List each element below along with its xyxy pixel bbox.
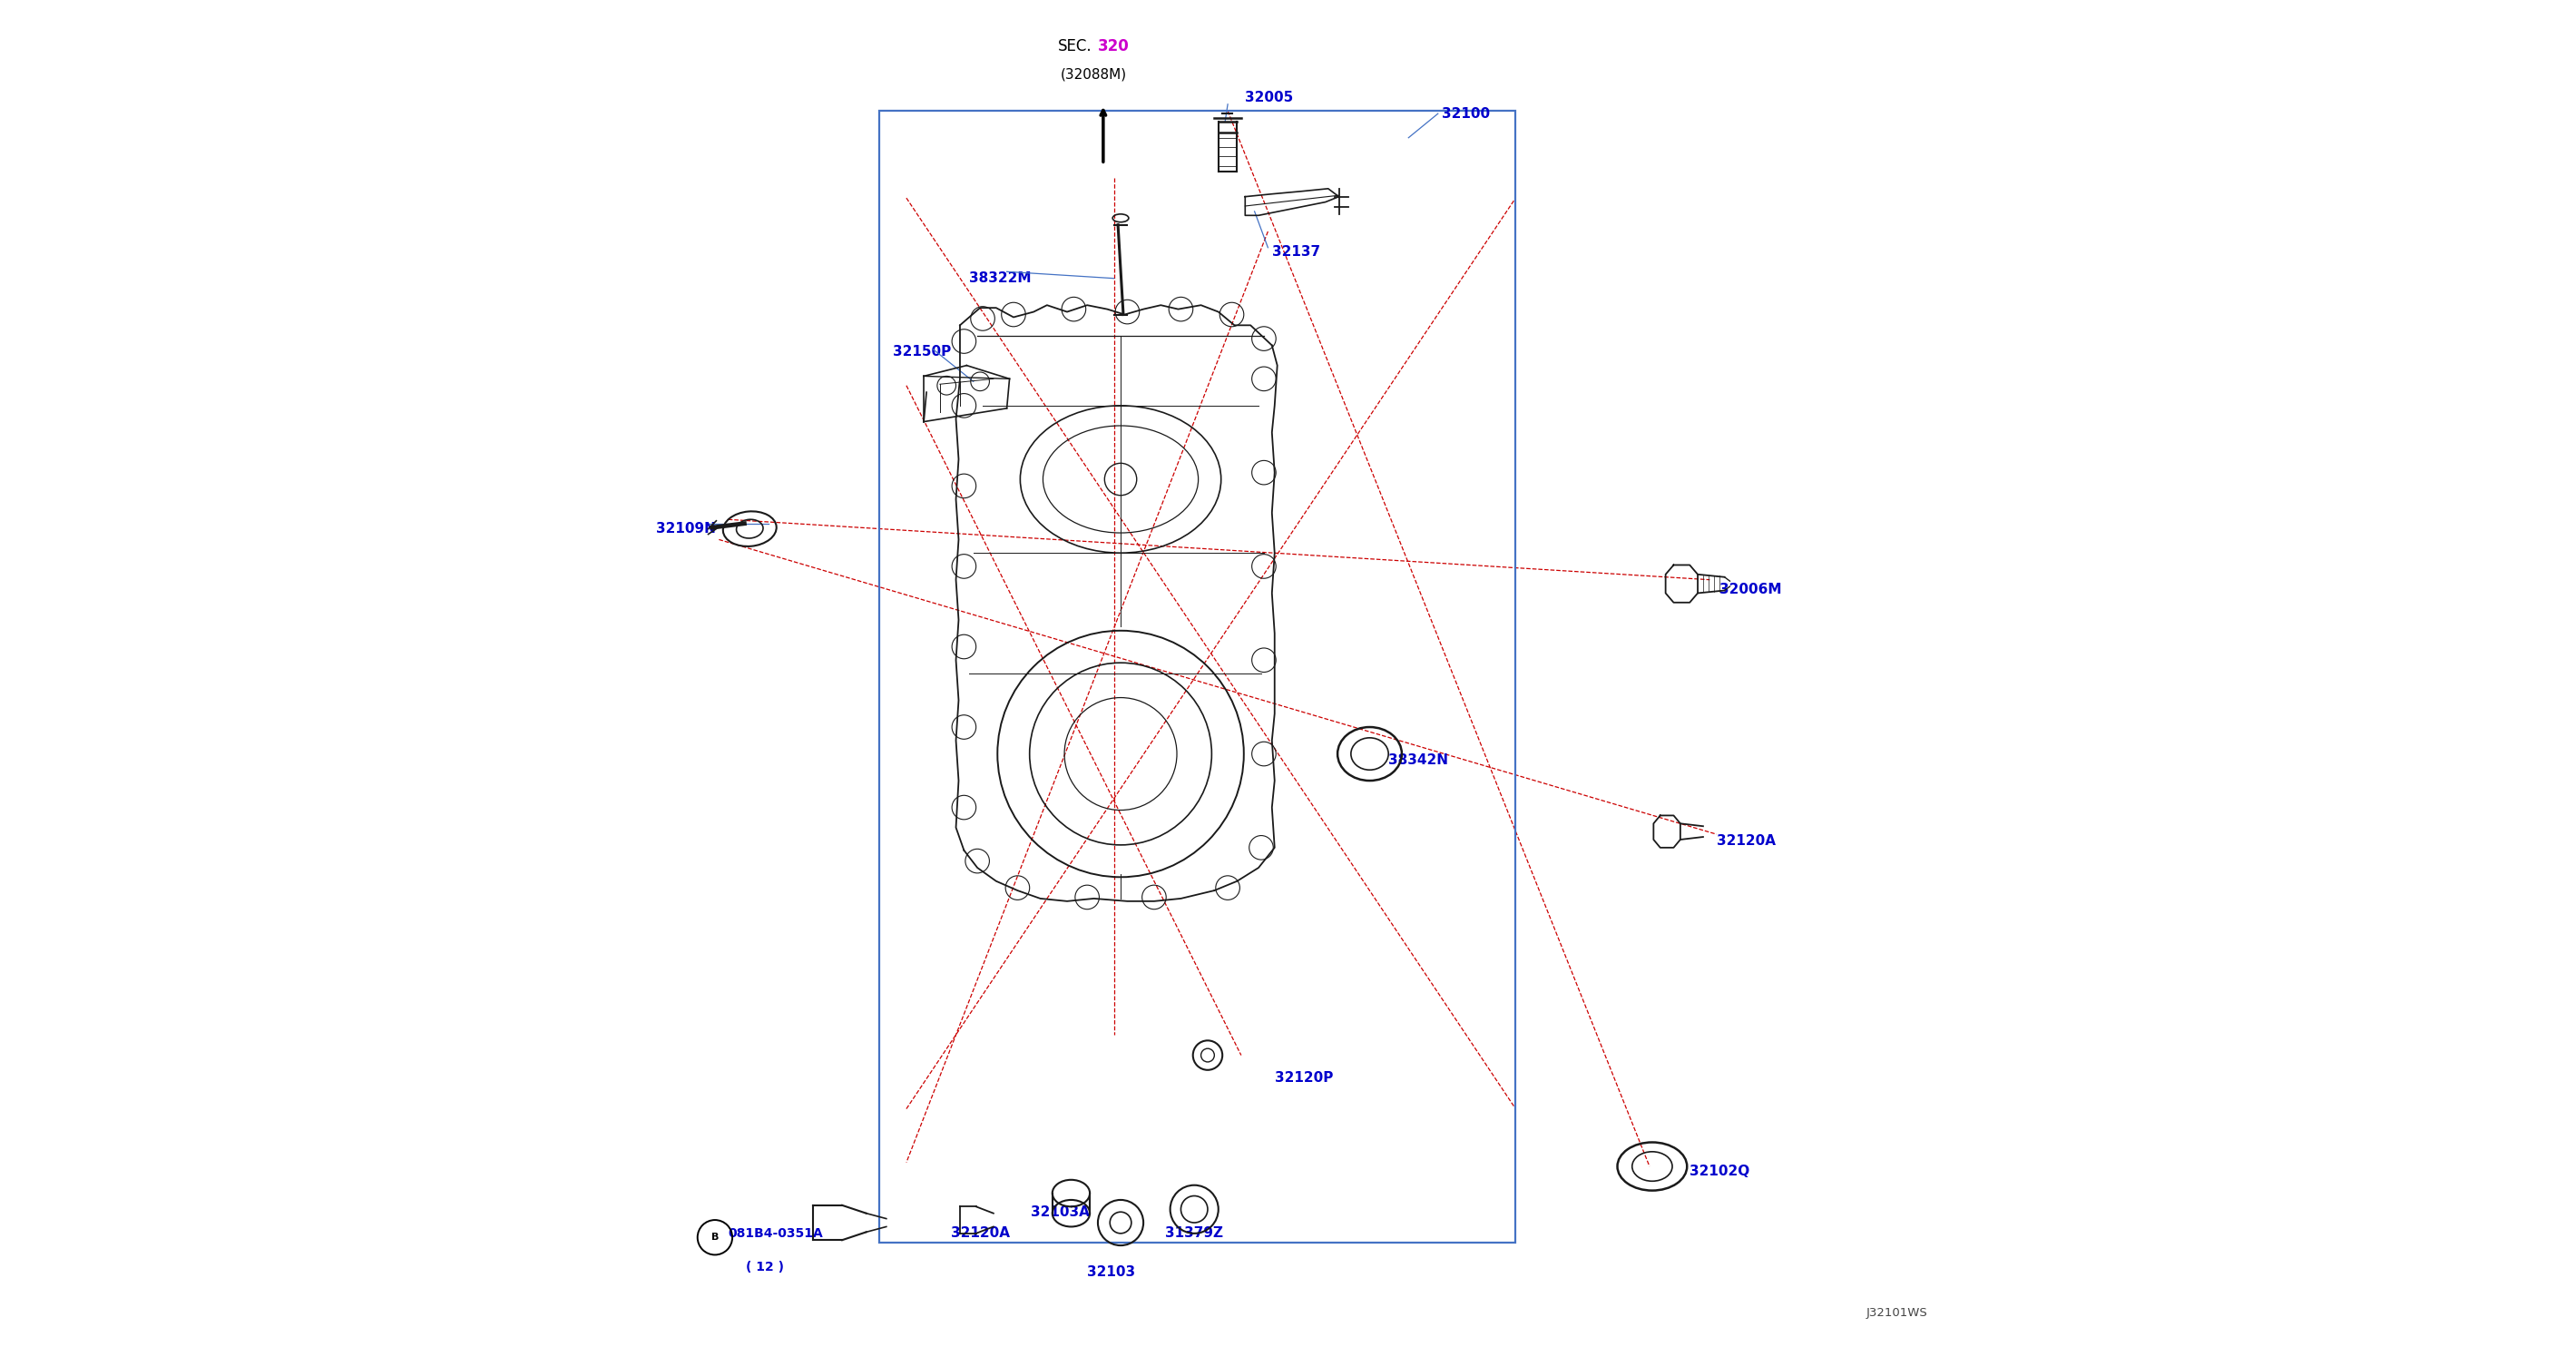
Text: 32120P: 32120P (1275, 1071, 1332, 1084)
Text: 320: 320 (1097, 39, 1128, 55)
Text: ( 12 ): ( 12 ) (744, 1261, 783, 1273)
Text: 32102Q: 32102Q (1690, 1165, 1749, 1179)
Text: 32100: 32100 (1443, 106, 1489, 120)
Text: 32120A: 32120A (1716, 834, 1775, 847)
Text: 081B4-0351A: 081B4-0351A (729, 1227, 824, 1239)
Text: SEC.: SEC. (1059, 39, 1092, 55)
Text: (32088M): (32088M) (1061, 67, 1126, 82)
Text: 31379Z: 31379Z (1164, 1227, 1224, 1241)
Text: 32103: 32103 (1087, 1265, 1136, 1280)
Text: 32137: 32137 (1273, 245, 1319, 259)
Text: 38322M: 38322M (969, 272, 1030, 286)
Text: 32150P: 32150P (894, 345, 951, 358)
Bar (878, 110, 1515, 1243)
Text: B: B (711, 1233, 719, 1242)
Text: 32109N: 32109N (657, 523, 716, 536)
Text: 32006M: 32006M (1718, 582, 1780, 595)
Text: J32101WS: J32101WS (1868, 1308, 1927, 1319)
Text: 38342N: 38342N (1388, 754, 1448, 768)
Text: 32103A: 32103A (1030, 1206, 1090, 1219)
Text: 32120A: 32120A (951, 1227, 1010, 1241)
Text: 32005: 32005 (1244, 90, 1293, 104)
